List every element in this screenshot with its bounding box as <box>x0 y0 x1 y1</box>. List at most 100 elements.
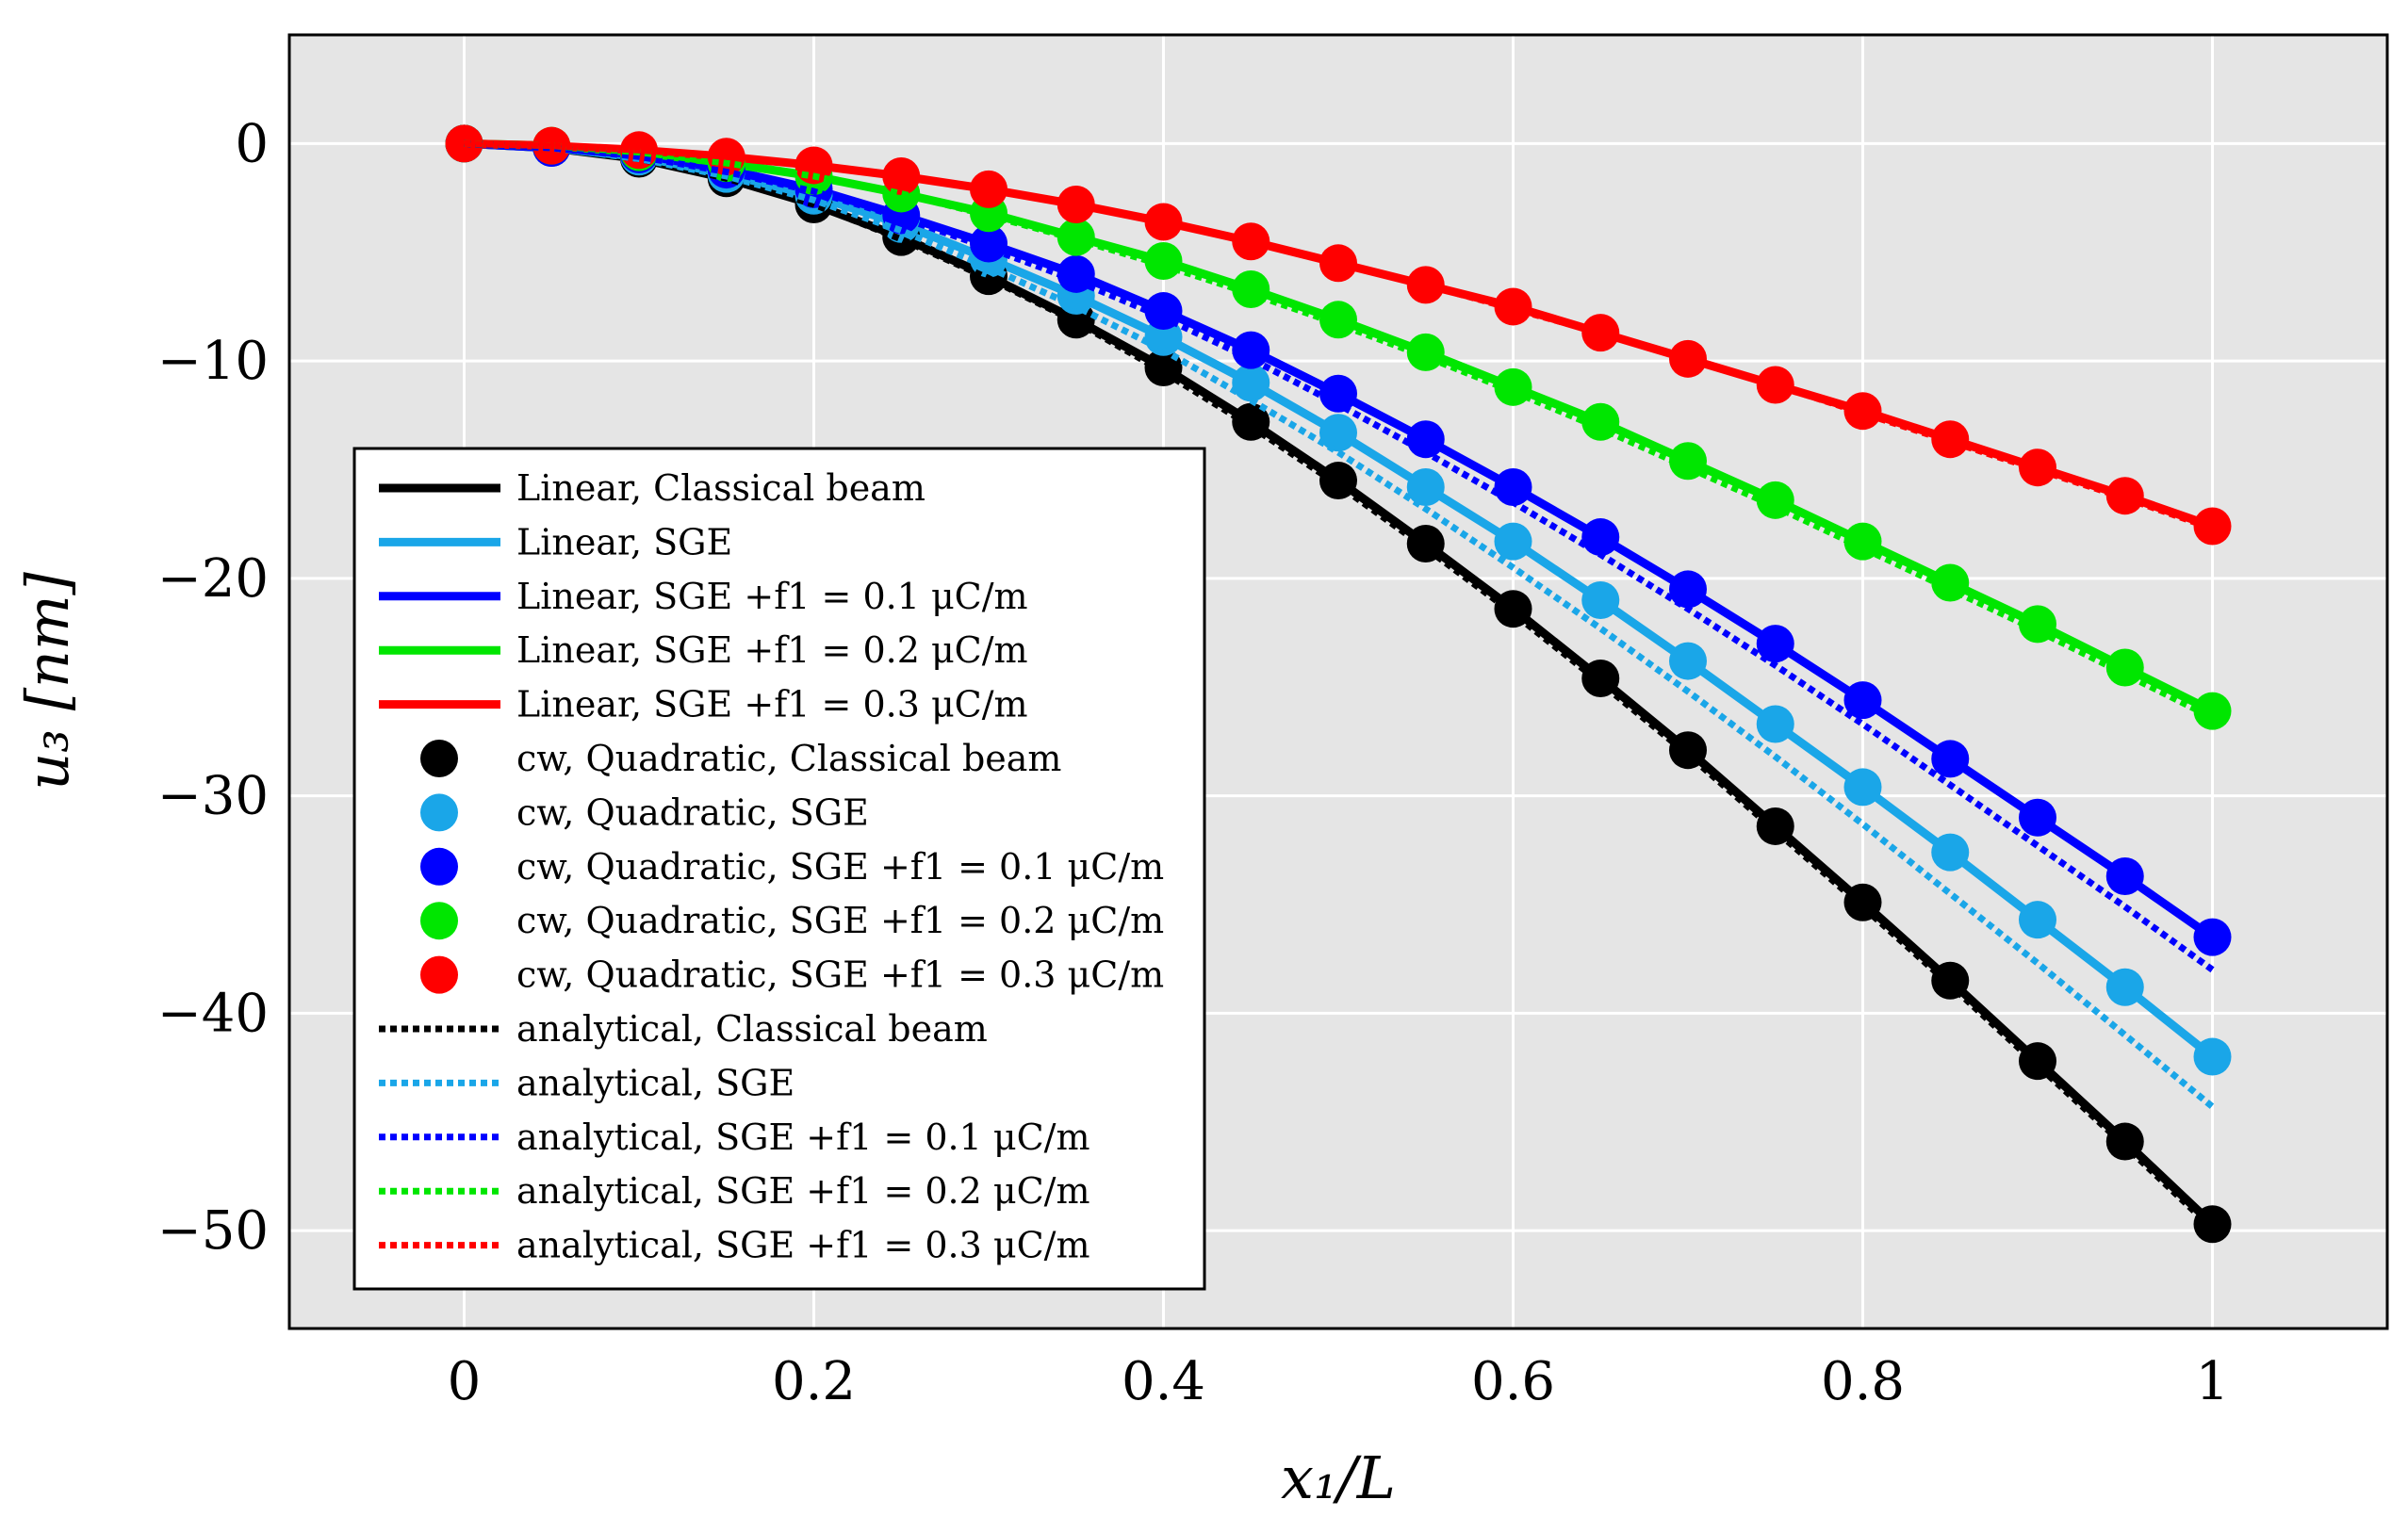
data-point <box>1931 740 1970 778</box>
data-point <box>1581 518 1620 557</box>
data-point <box>1232 331 1270 369</box>
legend-label: cw, Quadratic, Classical beam <box>516 738 1061 779</box>
legend-entry: cw, Quadratic, SGE +f1 = 0.3 μC/m <box>420 954 1164 996</box>
legend-label: cw, Quadratic, SGE <box>516 791 869 833</box>
y-tick-label: 0 <box>235 113 269 174</box>
data-point <box>2105 968 2144 1006</box>
legend-entry: cw, Quadratic, SGE <box>420 791 869 833</box>
data-point <box>1494 522 1532 561</box>
data-point <box>2019 605 2056 644</box>
legend-entry: cw, Quadratic, SGE +f1 = 0.1 μC/m <box>420 846 1164 888</box>
data-point <box>1669 570 1707 609</box>
plot-frame <box>287 33 2389 1330</box>
legend-label: Linear, SGE +f1 = 0.3 μC/m <box>516 684 1028 725</box>
data-point <box>1843 768 1882 807</box>
data-point <box>1232 402 1270 441</box>
y-tick-label: −20 <box>157 548 269 610</box>
legend-label: analytical, Classical beam <box>516 1008 988 1050</box>
legend-label: analytical, SGE +f1 = 0.1 μC/m <box>516 1117 1089 1158</box>
data-point <box>2193 692 2232 730</box>
data-point <box>1931 833 1970 872</box>
data-point <box>2019 901 2056 939</box>
series-dotted-line <box>464 139 2215 973</box>
legend-entry: Linear, Classical beam <box>379 467 926 509</box>
data-point <box>1232 364 1270 402</box>
legend-label: Linear, Classical beam <box>516 467 926 509</box>
legend-label: Linear, SGE <box>516 521 732 562</box>
legend-entry: Linear, SGE +f1 = 0.2 μC/m <box>379 629 1028 671</box>
data-point <box>1581 660 1620 698</box>
data-point <box>882 156 921 195</box>
y-tick-labels: 0 −10 −20 −30 −40 −50 <box>157 113 269 1262</box>
data-point <box>1144 241 1183 280</box>
data-point <box>1494 367 1532 406</box>
data-point <box>2193 507 2232 546</box>
legend: Linear, Classical beam Linear, SGE Linear,… <box>352 447 1206 1291</box>
data-point <box>2193 918 2232 956</box>
legend-label: analytical, SGE +f1 = 0.2 μC/m <box>516 1170 1089 1212</box>
data-point <box>2193 1037 2232 1076</box>
data-point <box>1232 269 1270 308</box>
data-point <box>1756 705 1794 743</box>
series-dotted-line <box>464 139 2215 1110</box>
legend-label: cw, Quadratic, SGE +f1 = 0.3 μC/m <box>516 954 1164 996</box>
legend-entry: Linear, SGE <box>379 521 732 562</box>
data-point <box>1581 580 1620 619</box>
legend-entry: analytical, SGE +f1 = 0.2 μC/m <box>379 1170 1089 1212</box>
legend-box <box>352 447 1206 1291</box>
data-point <box>1406 524 1445 562</box>
data-point <box>2105 857 2144 896</box>
y-tick-label: −30 <box>157 766 269 827</box>
legend-label: Linear, SGE +f1 = 0.1 μC/m <box>516 576 1028 617</box>
legend-swatch <box>420 793 458 832</box>
x-tick-label: 0.2 <box>772 1351 856 1412</box>
legend-swatch <box>420 740 458 777</box>
x-tick-label: 0 <box>448 1351 482 1412</box>
series-dotted-line <box>464 139 2215 721</box>
data-point <box>1494 590 1532 628</box>
y-tick-label: −40 <box>157 983 269 1044</box>
data-point <box>1406 467 1445 506</box>
legend-entry: cw, Quadratic, Classical beam <box>420 738 1061 779</box>
data-point <box>1057 218 1095 256</box>
x-tick-label: 1 <box>2196 1351 2230 1412</box>
legend-entry: Linear, SGE +f1 = 0.1 μC/m <box>379 576 1028 617</box>
data-point <box>970 170 1007 208</box>
legend-label: cw, Quadratic, SGE +f1 = 0.2 μC/m <box>516 900 1164 941</box>
legend-swatch <box>420 955 458 994</box>
legend-entry: analytical, SGE +f1 = 0.1 μC/m <box>379 1117 1089 1158</box>
legend-entry: Linear, SGE +f1 = 0.3 μC/m <box>379 684 1028 725</box>
data-point <box>1756 625 1794 663</box>
data-point <box>1669 642 1707 680</box>
data-point <box>1319 374 1357 413</box>
x-tick-label: 0.6 <box>1471 1351 1555 1412</box>
legend-entry: analytical, SGE <box>379 1062 794 1103</box>
series-dotted-line <box>464 139 2214 532</box>
data-point <box>1057 254 1095 293</box>
y-tick-label: −10 <box>157 331 269 392</box>
legend-label: cw, Quadratic, SGE +f1 = 0.1 μC/m <box>516 846 1164 888</box>
data-point <box>1843 681 1882 720</box>
data-point <box>532 126 571 165</box>
data-point <box>1843 522 1882 561</box>
legend-label: Linear, SGE +f1 = 0.2 μC/m <box>516 629 1028 671</box>
legend-label: analytical, SGE <box>516 1062 794 1103</box>
data-point <box>1319 414 1357 452</box>
data-point <box>1319 462 1357 500</box>
legend-entry: analytical, Classical beam <box>379 1008 988 1050</box>
legend-entry: analytical, SGE +f1 = 0.3 μC/m <box>379 1225 1089 1266</box>
series-markers <box>445 124 2232 546</box>
x-tick-label: 0.8 <box>1821 1351 1905 1412</box>
data-point <box>2019 798 2056 837</box>
y-axis-label: u₃ [nm] <box>13 571 82 790</box>
legend-entry: cw, Quadratic, SGE +f1 = 0.2 μC/m <box>420 900 1164 941</box>
data-point <box>1669 731 1707 770</box>
x-tick-label: 0.4 <box>1122 1351 1205 1412</box>
series-layer <box>445 124 2232 1244</box>
legend-swatch <box>420 902 458 940</box>
legend-swatch <box>420 847 458 886</box>
data-point <box>2019 448 2056 487</box>
data-point <box>2105 477 2144 515</box>
x-axis-label: x₁/L <box>1281 1443 1396 1512</box>
